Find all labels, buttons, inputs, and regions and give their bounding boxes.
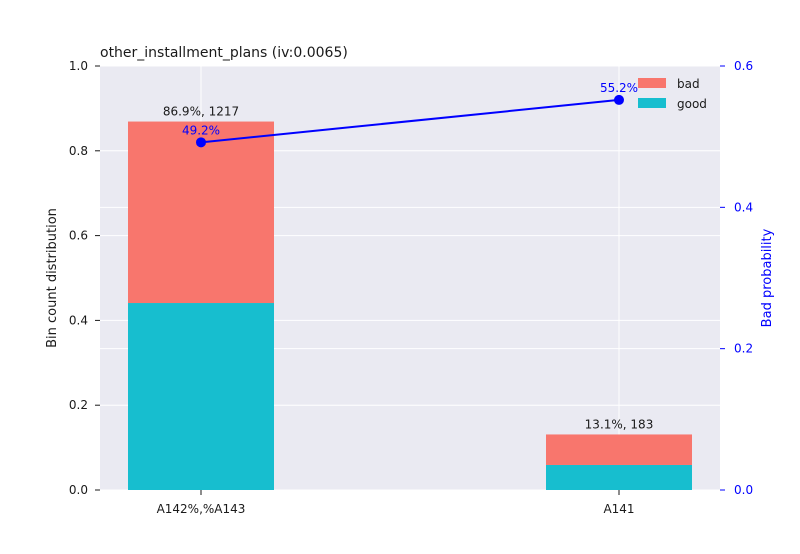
y-tick-label: 0.4	[69, 313, 88, 327]
y-tick-label: 0.6	[69, 229, 88, 243]
bad-probability-label: 55.2%	[600, 81, 638, 95]
y-tick-label: 1.0	[69, 59, 88, 73]
y2-axis-label: Bad probability	[760, 228, 775, 327]
bad-probability-line	[196, 94, 624, 148]
y2-tick-label: 0.0	[734, 483, 753, 497]
x-tick-label: A141	[603, 502, 634, 516]
chart-title: other_installment_plans (iv:0.0065)	[100, 45, 348, 61]
axes: 0.0 0.2 0.4 0.6 0.8 1.0 0.0 0.2 0.4 0.6 A142%,%A14…	[69, 59, 753, 516]
legend-swatch-good	[638, 98, 666, 108]
legend-swatch-bad	[638, 78, 666, 88]
bad-probability-label: 49.2%	[182, 123, 220, 137]
bar-bad	[128, 121, 274, 304]
bar-total-label: 13.1%, 183	[585, 417, 654, 431]
bar-total-label: 86.9%, 1217	[163, 105, 239, 119]
data-labels: 86.9%, 1217 13.1%, 183 49.2% 55.2%	[163, 81, 653, 432]
y-tick-label: 0.0	[69, 483, 88, 497]
y2-tick-label: 0.6	[734, 59, 753, 73]
legend: bad good	[638, 77, 707, 111]
bar-bad	[546, 434, 692, 465]
bad-probability-path	[200, 98, 620, 144]
bar-good	[546, 464, 692, 490]
y-axis-label: Bin count distribution	[45, 208, 60, 348]
bars	[128, 121, 692, 490]
legend-label-good: good	[677, 97, 707, 111]
y-tick-label: 0.8	[69, 144, 88, 158]
bar-good	[128, 303, 274, 490]
legend-label-bad: bad	[677, 77, 700, 91]
x-tick-label: A142%,%A143	[157, 502, 246, 516]
bad-probability-point	[614, 94, 624, 105]
y2-tick-label: 0.2	[734, 342, 753, 356]
y2-tick-label: 0.4	[734, 200, 753, 214]
bad-probability-point	[196, 137, 206, 148]
y-tick-label: 0.2	[69, 398, 88, 412]
